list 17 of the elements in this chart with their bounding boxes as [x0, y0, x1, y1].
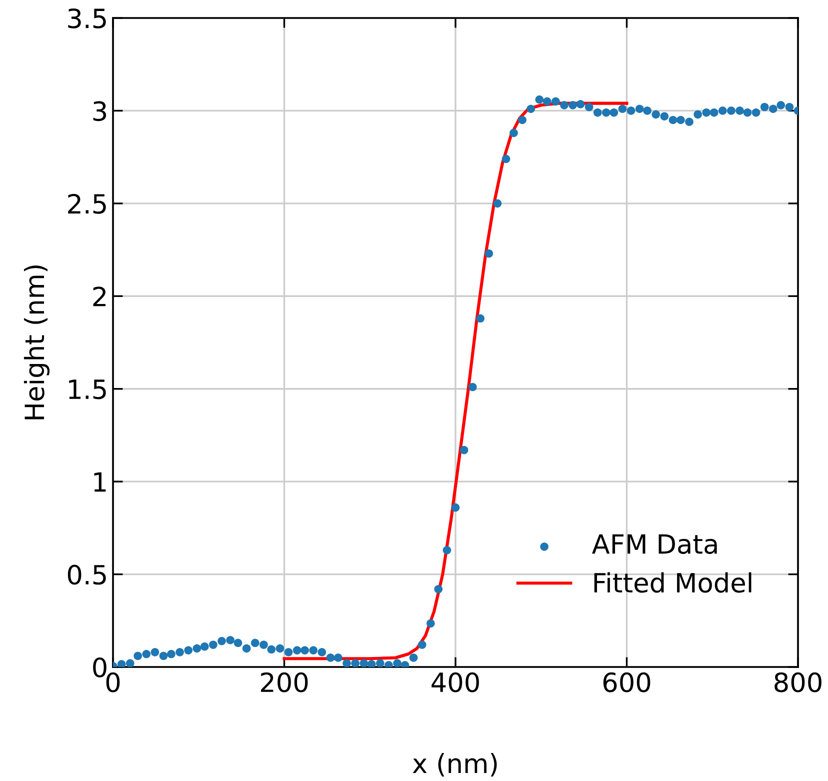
x-axis-title: x (nm) [412, 752, 497, 776]
y-tick-label: 3 [93, 101, 106, 122]
x-tick-label: 200 [261, 672, 308, 692]
legend-label: AFM Data [592, 534, 717, 554]
x-tick-label: 400 [432, 672, 479, 692]
y-tick-label: 0.5 [68, 564, 106, 585]
y-tick-label: 1.5 [69, 380, 106, 400]
x-tick-label: 0 [106, 672, 120, 692]
y-tick-label: 1 [94, 472, 106, 492]
y-tick-label: 0 [93, 657, 106, 678]
x-tick-label: 800 [774, 672, 822, 692]
y-tick-label: 2 [93, 286, 106, 306]
y-tick-label: 2.5 [68, 194, 106, 214]
x-tick-label: 600 [603, 672, 650, 692]
y-axis-title: Height (nm) [24, 265, 50, 420]
y-tick-label: 3.5 [68, 8, 106, 28]
legend-label: Fitted Model [594, 572, 752, 593]
